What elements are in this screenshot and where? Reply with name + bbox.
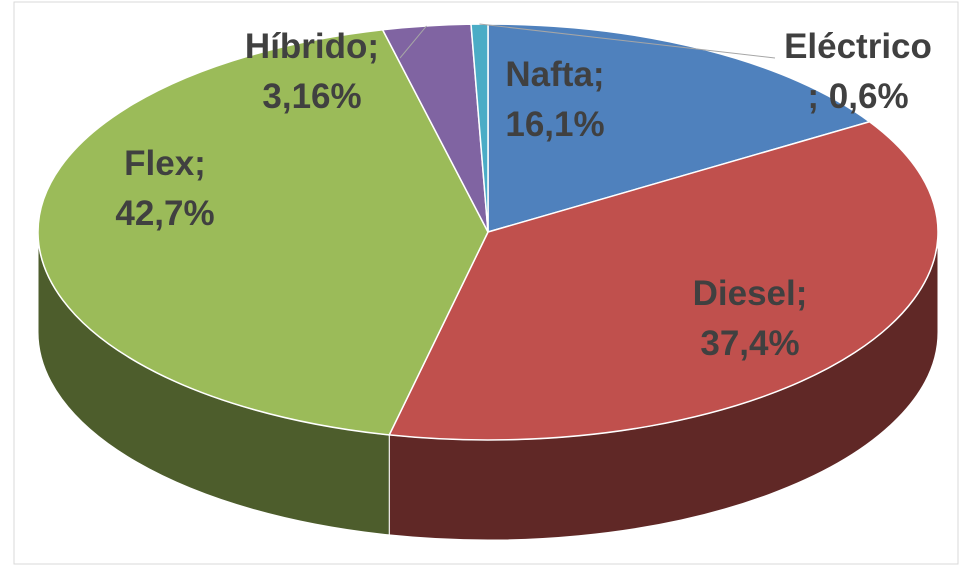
leader-line xyxy=(399,25,427,59)
data-label-category: Nafta; xyxy=(505,55,604,94)
data-label-value: 37,4% xyxy=(700,324,799,363)
data-label-category: Eléctrico xyxy=(784,27,932,66)
data-label-category: Flex; xyxy=(124,144,206,183)
data-label-category: Diesel; xyxy=(693,274,808,313)
data-label-value: ; 0,6% xyxy=(807,77,908,116)
data-label-value: 16,1% xyxy=(505,105,604,144)
data-label-category: Híbrido; xyxy=(245,27,379,66)
data-label-value: 3,16% xyxy=(262,77,361,116)
slice xyxy=(388,120,939,441)
data-label-value: 42,7% xyxy=(115,194,214,233)
slice xyxy=(37,28,489,436)
leader-line xyxy=(479,23,776,59)
